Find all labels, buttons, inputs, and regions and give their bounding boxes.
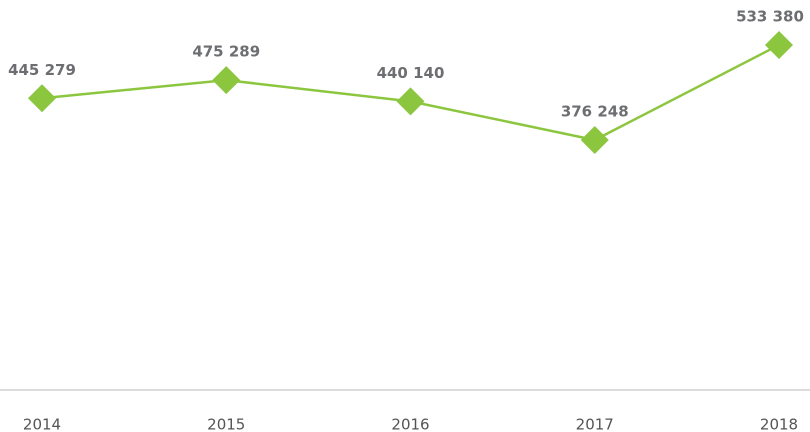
data-label: 533 380 (736, 8, 804, 26)
x-tick-label: 2015 (207, 416, 245, 432)
data-label: 440 140 (377, 64, 445, 82)
x-tick-label: 2017 (576, 416, 614, 432)
x-tick-label: 2018 (760, 416, 798, 432)
x-tick-label: 2014 (23, 416, 61, 432)
x-tick-label: 2016 (391, 416, 429, 432)
point (212, 66, 241, 95)
data-label: 475 289 (192, 43, 260, 61)
point (580, 126, 609, 154)
point (396, 87, 425, 116)
data-label: 376 248 (561, 103, 629, 121)
data-label: 445 279 (8, 61, 76, 79)
point (28, 84, 56, 113)
point (765, 31, 793, 59)
